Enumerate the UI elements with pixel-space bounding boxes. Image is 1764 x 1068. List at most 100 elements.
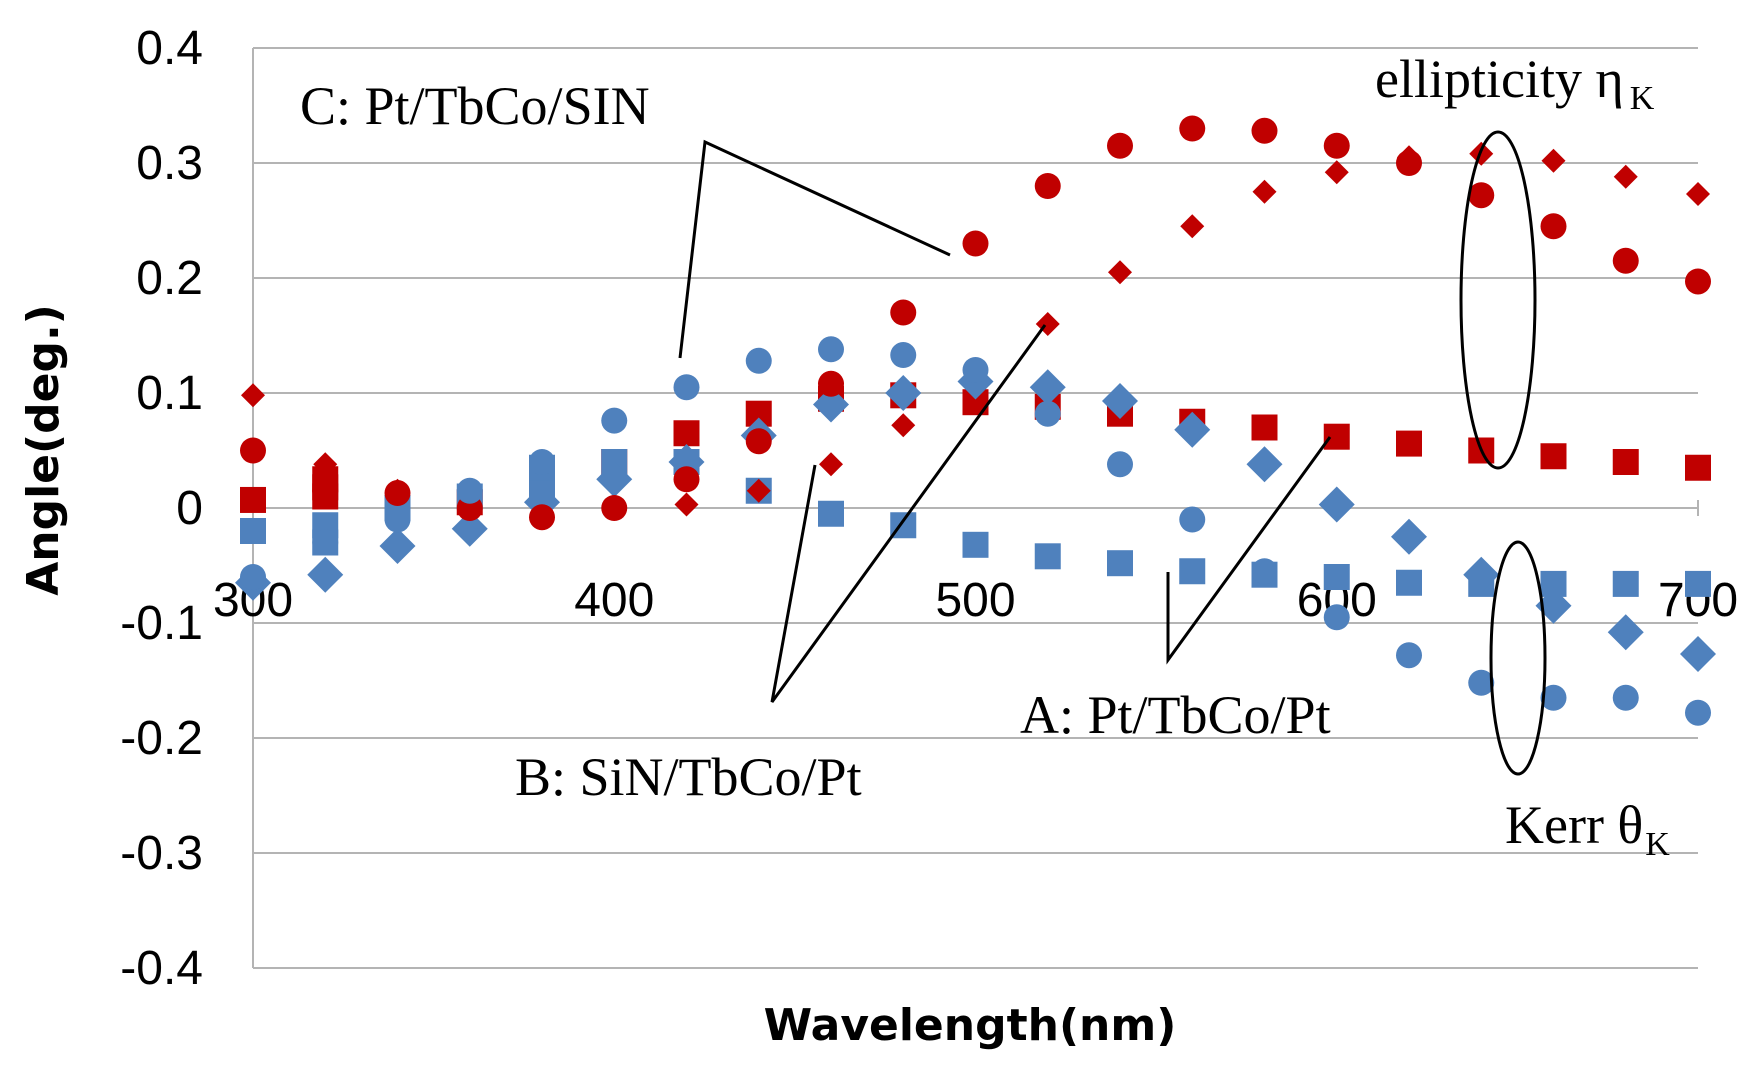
data-point <box>891 413 916 438</box>
data-point <box>1468 182 1495 209</box>
label-a: A: Pt/TbCo/Pt <box>1020 685 1331 745</box>
x-tick-label: 400 <box>574 574 654 627</box>
x-tick-label: 500 <box>935 574 1015 627</box>
data-point <box>1680 636 1716 673</box>
data-point <box>1607 614 1644 651</box>
data-point <box>1685 268 1711 295</box>
data-point <box>962 531 989 558</box>
data-point <box>1396 150 1422 176</box>
data-point <box>1613 164 1638 189</box>
data-point <box>1323 132 1350 159</box>
y-tick-label: 0 <box>176 482 203 535</box>
data-point <box>596 461 633 498</box>
data-point <box>312 477 339 504</box>
data-point <box>1685 570 1711 597</box>
data-point <box>1107 132 1133 159</box>
data-point <box>1179 558 1206 585</box>
data-point <box>601 495 628 521</box>
x-tick-labels: 300400500600700 <box>213 574 1738 627</box>
a-leader-line <box>1166 436 1332 665</box>
series-circle-ellipticity <box>240 115 1711 531</box>
data-point <box>890 342 917 369</box>
label-c: C: Pt/TbCo/SIN <box>300 76 650 136</box>
data-point <box>312 529 339 556</box>
series-diamond-kerr <box>235 363 1716 673</box>
data-point <box>1246 446 1283 483</box>
data-point <box>1391 518 1427 555</box>
data-point <box>384 506 411 533</box>
data-point <box>1107 451 1133 478</box>
data-point <box>813 386 849 423</box>
data-point <box>1251 117 1278 144</box>
label-kerr: Kerr θK <box>1505 795 1670 863</box>
data-point <box>673 374 700 401</box>
data-point <box>456 477 483 504</box>
c-leader-line <box>678 139 951 359</box>
data-point <box>240 518 266 544</box>
data-point <box>451 510 488 547</box>
data-point <box>240 564 266 590</box>
data-point <box>1612 449 1639 475</box>
data-point <box>1179 506 1206 533</box>
data-point <box>1396 569 1422 596</box>
data-point <box>1540 443 1567 470</box>
data-point <box>1034 543 1061 570</box>
data-point <box>1540 213 1567 240</box>
kerr-text: Kerr θ <box>1505 795 1643 855</box>
data-point <box>384 480 411 507</box>
ellipticity-ellipse <box>1459 130 1537 470</box>
data-point <box>529 449 555 475</box>
data-point <box>673 466 700 493</box>
data-point <box>962 357 989 383</box>
data-point <box>240 486 266 513</box>
data-point <box>1686 182 1710 207</box>
data-point <box>1396 642 1422 669</box>
y-tick-label: -0.3 <box>120 827 203 880</box>
data-point <box>819 452 843 477</box>
data-point <box>1029 369 1066 406</box>
data-point <box>1468 669 1495 696</box>
data-point <box>1612 570 1639 597</box>
x-axis-title: Wavelength(nm) <box>764 1000 1177 1051</box>
data-point <box>890 299 917 326</box>
ellipticity-subscript: K <box>1630 80 1655 117</box>
data-point <box>746 478 771 503</box>
data-point <box>1612 247 1639 274</box>
data-point <box>745 347 772 374</box>
data-point <box>1107 550 1133 577</box>
data-point <box>601 407 628 434</box>
data-point <box>1108 260 1132 285</box>
data-point <box>745 428 772 455</box>
data-point <box>1251 558 1278 585</box>
data-point <box>1324 160 1349 185</box>
data-point <box>1102 383 1138 420</box>
data-point <box>1685 454 1711 481</box>
data-point <box>818 370 844 397</box>
data-point <box>1540 684 1567 711</box>
data-point <box>1251 414 1278 441</box>
data-point <box>818 500 844 527</box>
y-tick-label: 0.1 <box>136 367 203 420</box>
label-b: B: SiN/TbCo/Pt <box>515 747 862 807</box>
kerr-subscript: K <box>1645 826 1670 863</box>
data-point <box>818 336 844 363</box>
y-tick-label: -0.4 <box>120 942 203 995</box>
y-tick-label: 0.4 <box>136 22 203 75</box>
data-point <box>673 420 700 447</box>
data-point <box>1541 148 1566 173</box>
data-point <box>674 492 699 517</box>
data-point <box>1252 179 1277 204</box>
y-tick-labels: -0.4 -0.3 -0.2 -0.1 0 0.1 0.2 0.3 0.4 <box>120 22 203 995</box>
data-point <box>379 527 416 564</box>
data-point <box>307 556 344 593</box>
data-point <box>1323 604 1350 631</box>
y-tick-label: -0.2 <box>120 712 203 765</box>
data-point <box>241 383 265 408</box>
data-point <box>240 437 266 464</box>
data-point <box>885 375 922 411</box>
data-point <box>1612 684 1639 711</box>
data-point <box>1034 173 1061 199</box>
series-circle-kerr <box>240 336 1711 726</box>
